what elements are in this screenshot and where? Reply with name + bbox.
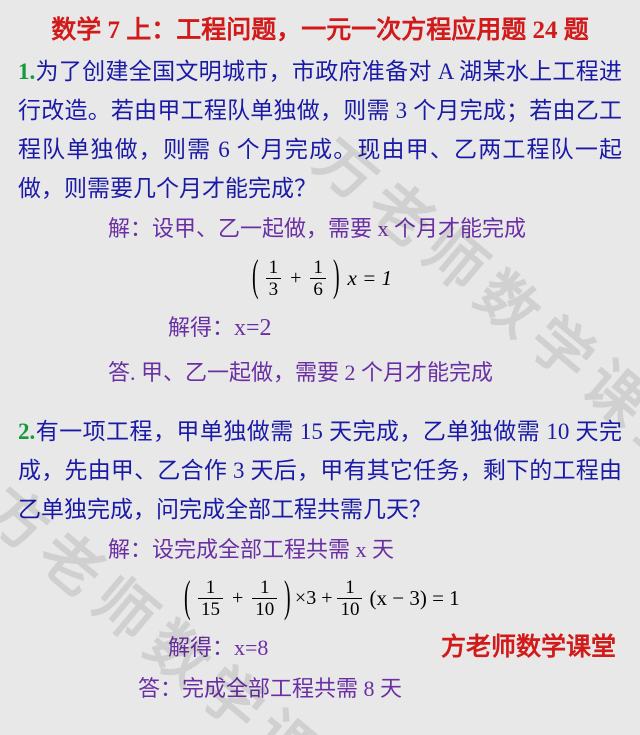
problem-number: 2.: [18, 419, 35, 444]
solution-answer: 答：完成全部工程共需 8 天: [18, 668, 622, 710]
equation-2: ( 115 + 110 ) ×3 + 110 (x − 3) = 1: [18, 577, 622, 621]
solution-answer: 答. 甲、乙一起做，需要 2 个月才能完成: [18, 352, 622, 394]
equation-1: ( 13 + 16 ) x = 1: [18, 256, 622, 300]
problem-2-body: 2.有一项工程，甲单独做需 15 天完成，乙单独做需 10 天完成，先由甲、乙合…: [18, 412, 622, 529]
solution-result: 解得：x=2: [18, 306, 622, 352]
solution-setup: 解：设完成全部工程共需 x 天: [18, 529, 622, 571]
problem-1-body: 1.为了创建全国文明城市，市政府准备对 A 湖某水上工程进行改造。若由甲工程队单…: [18, 52, 622, 208]
page-title: 数学 7 上：工程问题，一元一次方程应用题 24 题: [18, 10, 622, 46]
solution-setup: 解：设甲、乙一起做，需要 x 个月才能完成: [18, 208, 622, 250]
problem-text: 有一项工程，甲单独做需 15 天完成，乙单独做需 10 天完成，先由甲、乙合作 …: [18, 419, 622, 522]
problem-text: 为了创建全国文明城市，市政府准备对 A 湖某水上工程进行改造。若由甲工程队单独做…: [18, 59, 622, 201]
brand-label: 方老师数学课堂: [441, 627, 616, 663]
problem-number: 1.: [18, 59, 35, 84]
